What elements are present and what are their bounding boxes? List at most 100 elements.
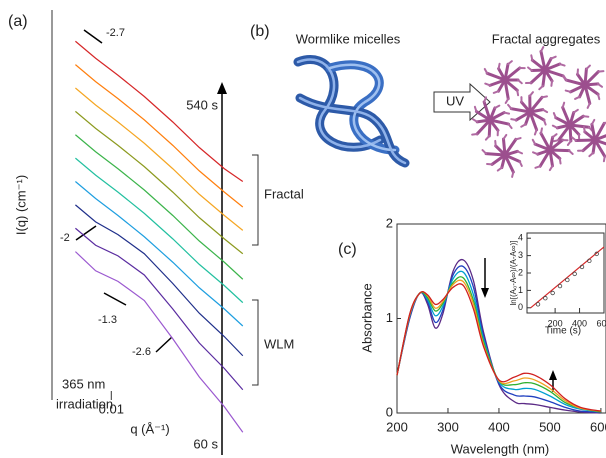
- inset-y-label: ln[(A₀-A∞)/(A-A∞)]: [509, 241, 518, 306]
- x-tick-label: 500: [539, 419, 561, 434]
- annotation: -2: [60, 232, 70, 244]
- annotation: Fractal: [264, 186, 304, 201]
- arrow-head: [549, 370, 557, 380]
- fractal-twig: [535, 130, 537, 135]
- y-tick-label: 2: [386, 215, 393, 230]
- fractal-aggregates: [472, 47, 606, 177]
- fractal-branch: [550, 150, 569, 151]
- fractal-twig: [506, 99, 509, 103]
- x-tick-label: 600: [596, 318, 606, 328]
- x-tick-label: 300: [437, 419, 459, 434]
- x-tick-label: 600: [590, 419, 606, 434]
- y-tick-label: 0: [386, 404, 393, 419]
- fractal-twig: [550, 166, 553, 170]
- fractal-twig: [541, 128, 542, 133]
- y-tick-label: 4: [518, 233, 523, 243]
- annotation: -1.3: [98, 314, 117, 326]
- series-line: [75, 228, 242, 390]
- page: (a) I(q) (cm⁻¹) q (Å⁻¹) 365 nm irradiati…: [0, 0, 606, 458]
- y-axis-label: Absorbance: [359, 283, 374, 352]
- fractal-twig: [516, 138, 521, 139]
- fractal-twig: [530, 92, 533, 96]
- slope-line: [84, 30, 102, 43]
- wormlike-micelles: [298, 60, 405, 163]
- fractal-twig: [472, 134, 477, 135]
- panel-label: (c): [338, 241, 357, 258]
- fractal-twig: [511, 119, 516, 120]
- panel-label: (b): [250, 23, 270, 40]
- annotation: -2.6: [132, 346, 151, 358]
- figure: (a) I(q) (cm⁻¹) q (Å⁻¹) 365 nm irradiati…: [0, 0, 606, 458]
- fractal-twig: [503, 135, 506, 139]
- fractal-branch: [570, 125, 571, 141]
- annotation: 540 s: [186, 97, 218, 112]
- fractal-twig: [508, 105, 511, 109]
- fractal-twig: [598, 84, 602, 87]
- fractal-twig: [584, 127, 585, 132]
- fractal-twig: [482, 150, 486, 153]
- fractal-twig: [485, 69, 487, 73]
- fractal-twig: [517, 151, 522, 153]
- fractal-twig: [604, 156, 605, 161]
- x-tick-label: 200: [548, 318, 563, 328]
- fractal-twig: [560, 64, 565, 66]
- diagram-label: Wormlike micelles: [296, 31, 401, 46]
- fractal-twig: [517, 90, 518, 95]
- fractal-twig: [554, 113, 556, 118]
- fractal-twig: [528, 67, 532, 70]
- diagram-label: Fractal aggregates: [492, 31, 601, 46]
- annotation: -2.7: [106, 27, 125, 39]
- diagram-label: UV: [446, 93, 464, 108]
- fractal-twig: [586, 66, 590, 70]
- note: 365 nm: [62, 376, 105, 391]
- slope-line: [156, 337, 172, 352]
- y-tick-label: 2: [518, 267, 523, 277]
- x-tick-label: 400: [572, 318, 587, 328]
- fractal-twig: [553, 126, 557, 128]
- fractal-twig: [521, 124, 525, 127]
- fractal-twig: [574, 110, 578, 113]
- fractal-twig: [583, 116, 588, 117]
- y-tick-label: 1: [386, 310, 393, 325]
- fractal-twig: [589, 153, 593, 156]
- fractal-twig: [566, 91, 571, 92]
- fractal-twig: [598, 94, 599, 99]
- fractal-twig: [551, 57, 556, 59]
- fractal-twig: [592, 120, 594, 124]
- fractal-branch: [503, 139, 505, 155]
- fractal-twig: [544, 120, 546, 125]
- fractal-twig: [498, 168, 502, 171]
- series-line: [75, 65, 242, 207]
- fractal-twig: [473, 119, 477, 122]
- fractal-twig: [543, 110, 547, 112]
- panel-label: (a): [8, 13, 28, 30]
- y-tick-label: 1: [518, 285, 523, 295]
- fractal-twig: [504, 113, 509, 114]
- fractal-twig: [531, 55, 532, 60]
- fractal-twig: [541, 47, 543, 51]
- arrow-head: [481, 288, 489, 298]
- x-tick-label: 200: [386, 419, 408, 434]
- fractal-twig: [539, 86, 543, 89]
- x-axis-label: Wavelength (nm): [451, 441, 550, 456]
- fractal-twig: [509, 124, 512, 128]
- fractal-twig: [551, 81, 552, 86]
- x-tick-label: 400: [488, 419, 510, 434]
- fractal-twig: [495, 106, 499, 108]
- bracket: [252, 155, 258, 245]
- fractal-twig: [553, 134, 557, 137]
- annotation: WLM: [264, 336, 294, 351]
- fractal-twig: [486, 136, 489, 140]
- slope-line: [104, 293, 126, 305]
- fractal-twig: [485, 84, 490, 86]
- fractal-twig: [518, 80, 522, 83]
- fractal-twig: [569, 151, 573, 154]
- fractal-twig: [560, 159, 561, 164]
- y-tick-label: 3: [518, 250, 523, 260]
- fractal-twig: [533, 140, 535, 144]
- fractal-twig: [508, 61, 512, 64]
- fractal-twig: [542, 96, 547, 97]
- fractal-twig: [494, 91, 499, 93]
- y-tick-label: 0: [518, 302, 523, 312]
- arrow-head: [217, 82, 227, 94]
